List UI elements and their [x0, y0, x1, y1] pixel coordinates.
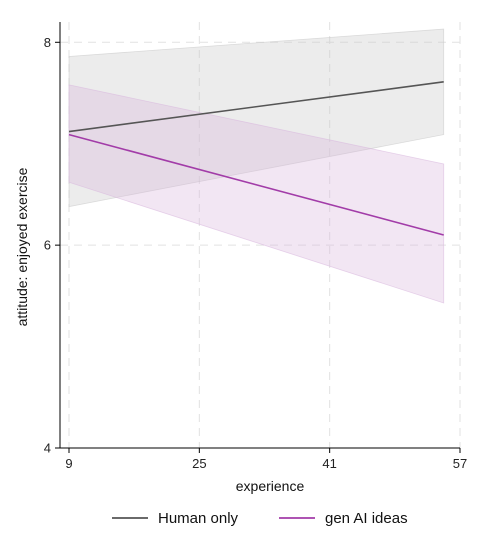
x-tick-label: 25 — [192, 456, 206, 471]
y-axis-title: attitude: enjoyed exercise — [14, 167, 30, 326]
y-tick-label: 8 — [44, 35, 51, 50]
legend-label-1: Human only — [158, 510, 239, 527]
series-line-2 — [68, 133, 444, 236]
confidence-bands — [68, 28, 445, 304]
x-axis-title: experience — [236, 478, 305, 494]
x-tick-label: 9 — [65, 456, 72, 471]
x-tick-label: 57 — [453, 456, 467, 471]
legend: Human only gen AI ideas — [112, 510, 408, 527]
x-tick-label: 41 — [322, 456, 336, 471]
y-tick-label: 4 — [44, 441, 51, 456]
confidence-band-2 — [68, 84, 445, 304]
y-tick-label: 6 — [44, 238, 51, 253]
ticks: 4 6 8 9 25 41 57 — [44, 35, 467, 471]
series-lines — [68, 81, 444, 236]
series-line-1 — [68, 81, 444, 133]
legend-label-2: gen AI ideas — [325, 510, 408, 527]
axes — [59, 22, 460, 449]
